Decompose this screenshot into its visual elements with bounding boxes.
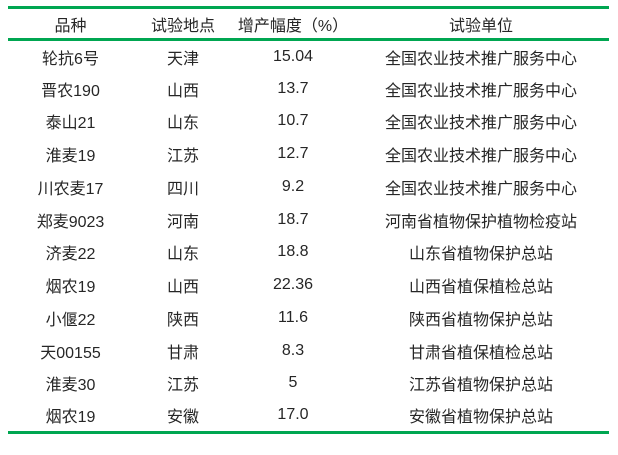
cell-variety: 淮麦19 (45, 148, 96, 166)
header-row: 品种 试验地点 增产幅度（%） 试验单位 (8, 7, 609, 41)
cell-unit: 全国农业技术推广服务中心 (384, 115, 577, 133)
table-row: 郑麦9023 河南 18.7 河南省植物保护植物检疫站 (8, 203, 609, 236)
table-row: 烟农19 山西 22.36 山西省植保植检总站 (8, 269, 609, 302)
cell-increase: 15.04 (272, 47, 314, 65)
cell-location: 河南 (166, 213, 199, 231)
table-row: 晋农190 山西 13.7 全国农业技术推广服务中心 (8, 72, 609, 105)
cell-increase: 17.0 (277, 406, 309, 424)
cell-variety: 川农麦17 (37, 180, 104, 198)
cell-location: 江苏 (166, 377, 199, 395)
cell-increase: 18.8 (277, 243, 309, 261)
cell-unit: 全国农业技术推广服务中心 (384, 82, 577, 100)
table-row: 川农麦17 四川 9.2 全国农业技术推广服务中心 (8, 171, 609, 204)
cell-variety: 泰山21 (45, 115, 96, 133)
table-row: 淮麦19 江苏 12.7 全国农业技术推广服务中心 (8, 138, 609, 171)
cell-location: 山西 (166, 279, 199, 297)
cell-location: 甘肃 (166, 344, 199, 362)
table-row: 烟农19 安徽 17.0 安徽省植物保护总站 (8, 400, 609, 433)
cell-unit: 全国农业技术推广服务中心 (384, 180, 577, 198)
cell-unit: 陕西省植物保护总站 (408, 311, 553, 329)
cell-variety: 烟农19 (45, 409, 96, 427)
cell-unit: 甘肃省植保植检总站 (408, 344, 553, 362)
table-row: 小偃22 陕西 11.6 陕西省植物保护总站 (8, 302, 609, 335)
cell-unit: 河南省植物保护植物检疫站 (384, 213, 577, 231)
table-header: 品种 试验地点 增产幅度（%） 试验单位 (8, 7, 609, 41)
cell-variety: 烟农19 (45, 279, 96, 297)
cell-increase: 18.7 (277, 210, 309, 228)
cell-increase: 13.7 (277, 79, 309, 97)
table-row: 济麦22 山东 18.8 山东省植物保护总站 (8, 236, 609, 269)
cell-increase: 5 (288, 374, 298, 392)
table-row: 轮抗6号 天津 15.04 全国农业技术推广服务中心 (8, 40, 609, 73)
cell-variety: 小偃22 (45, 311, 96, 329)
column-header-location: 试验地点 (133, 7, 233, 41)
cell-variety: 晋农190 (41, 82, 100, 100)
column-header-variety: 品种 (8, 7, 133, 41)
table-row: 淮麦30 江苏 5 江苏省植物保护总站 (8, 367, 609, 400)
cell-variety: 轮抗6号 (42, 50, 99, 68)
cell-location: 陕西 (166, 311, 199, 329)
cell-increase: 9.2 (281, 177, 305, 195)
cell-increase: 8.3 (281, 341, 305, 359)
cell-unit: 安徽省植物保护总站 (408, 409, 553, 427)
cell-location: 山西 (166, 82, 199, 100)
cell-unit: 山西省植保植检总站 (408, 279, 553, 297)
trial-results-table: 品种 试验地点 增产幅度（%） 试验单位 轮抗6号 天津 15.04 全国农业技术推广… (8, 6, 609, 434)
cell-increase: 22.36 (272, 276, 314, 294)
cell-unit: 山东省植物保护总站 (408, 246, 553, 264)
table-body: 轮抗6号 天津 15.04 全国农业技术推广服务中心 晋农190 山西 13.7 全国农业技术… (8, 40, 609, 433)
cell-location: 山东 (166, 115, 199, 133)
cell-location: 山东 (166, 246, 199, 264)
cell-location: 安徽 (166, 409, 199, 427)
cell-variety: 淮麦30 (45, 377, 96, 395)
cell-increase: 11.6 (278, 308, 308, 326)
table-row: 泰山21 山东 10.7 全国农业技术推广服务中心 (8, 105, 609, 138)
cell-increase: 12.7 (277, 145, 309, 163)
column-header-unit: 试验单位 (353, 7, 609, 41)
cell-unit: 全国农业技术推广服务中心 (384, 148, 577, 166)
cell-increase: 10.7 (277, 112, 309, 130)
cell-location: 江苏 (166, 148, 199, 166)
column-header-increase: 增产幅度（%） (233, 7, 353, 41)
cell-unit: 江苏省植物保护总站 (408, 377, 553, 395)
cell-variety: 天00155 (40, 344, 101, 362)
cell-location: 天津 (166, 50, 199, 68)
table-row: 天00155 甘肃 8.3 甘肃省植保植检总站 (8, 334, 609, 367)
cell-variety: 济麦22 (45, 246, 96, 264)
cell-variety: 郑麦9023 (36, 213, 105, 231)
cell-unit: 全国农业技术推广服务中心 (384, 50, 577, 68)
cell-location: 四川 (166, 180, 199, 198)
document-page: 品种 试验地点 增产幅度（%） 试验单位 轮抗6号 天津 15.04 全国农业技术推广… (0, 6, 618, 455)
